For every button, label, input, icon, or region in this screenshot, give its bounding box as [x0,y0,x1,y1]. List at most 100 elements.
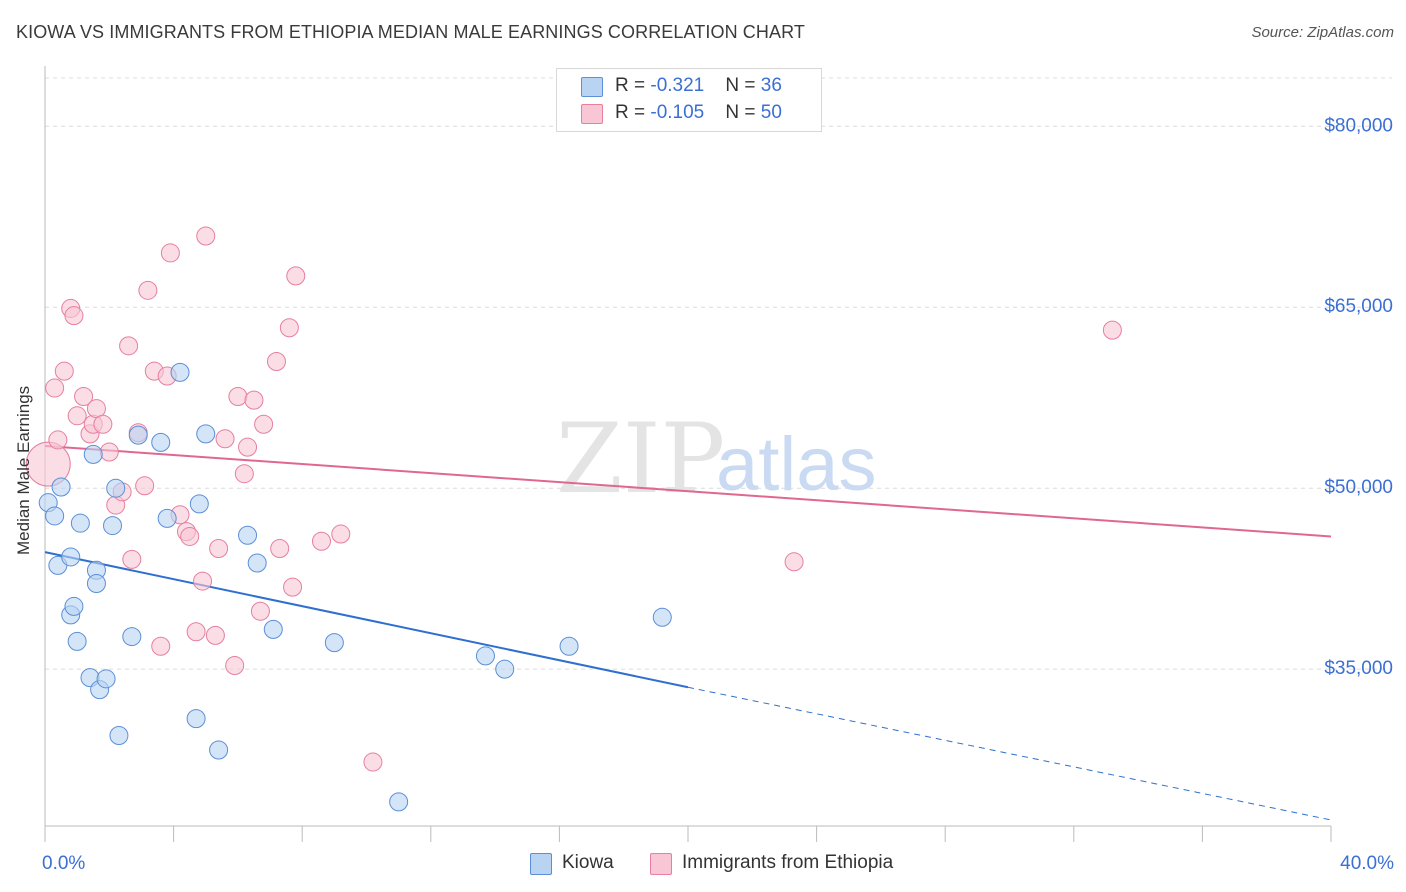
kiowa-point [170,362,190,382]
ethiopia-point [1102,320,1122,340]
legend-label-ethiopia: Immigrants from Ethiopia [682,852,894,873]
ethiopia-point [93,414,113,434]
kiowa-point [103,516,123,536]
ethiopia-point [244,390,264,410]
ethiopia-point [250,601,270,621]
kiowa-point [209,740,229,760]
ethiopia-point [151,636,171,656]
ethiopia-point [238,437,258,457]
kiowa-point [45,506,65,526]
ethiopia-point [209,539,229,559]
kiowa-point [83,444,103,464]
ethiopia-point [228,387,248,407]
kiowa-point [475,646,495,666]
ethiopia-point [363,752,383,772]
kiowa-point [109,726,129,746]
grid-lines [45,77,1392,670]
ethiopia-point [99,442,119,462]
r-value-ethiopia: -0.105 [650,102,705,123]
ethiopia-point [186,622,206,642]
ethiopia-point [48,430,68,450]
ethiopia-point [64,306,84,326]
ethiopia-point [119,336,139,356]
ethiopia-point [234,464,254,484]
ethiopia-point [225,656,245,676]
kiowa-point [61,547,81,567]
ethiopia-point [283,577,303,597]
watermark-atlas: atlas [716,422,877,507]
n-label: N = [725,102,761,123]
ethiopia-point [784,552,804,572]
kiowa-point [263,619,283,639]
ethiopia-point [266,352,286,372]
correlation-legend: R = -0.321 N = 36 R = -0.105 N = 50 [556,68,822,132]
kiowa-point [247,553,267,573]
trend-lines [44,444,1332,821]
kiowa-point [189,494,209,514]
watermark: ZIP atlas [556,403,877,515]
ethiopia-point [45,378,65,398]
y-tick-label: $65,000 [1324,296,1393,317]
r-label: R = [615,75,651,96]
legend-label-kiowa: Kiowa [562,852,614,873]
r-value-kiowa: -0.321 [650,75,705,96]
tick-labels: $35,000 $50,000 $65,000 $80,000 0.0% 40.0% [42,115,1394,874]
r-label: R = [615,102,651,123]
n-value-kiowa: 36 [760,75,782,96]
kiowa-point [96,669,116,689]
kiowa-point [64,596,84,616]
ethiopia-point [25,441,71,487]
ethiopia-point [74,387,94,407]
y-tick-label: $50,000 [1324,477,1393,498]
ethiopia-point [160,243,180,263]
data-points [25,226,1122,812]
y-tick-label: $35,000 [1324,658,1393,679]
ethiopia-point [67,406,87,426]
y-axis-label: Median Male Earnings [14,385,33,555]
kiowa-point [652,607,672,627]
kiowa-point [86,574,106,594]
ethiopia-point [54,361,74,381]
ethiopia-point [286,266,306,286]
kiowa-swatch [581,77,603,97]
kiowa-point [186,709,206,729]
ethiopia-point [135,476,155,496]
ethiopia-point [138,280,158,300]
kiowa-point [389,792,409,812]
n-label: N = [725,75,761,96]
kiowa-point [51,477,71,497]
kiowa-point [495,659,515,679]
kiowa-point [70,513,90,533]
kiowa-trend-extension [687,686,1332,821]
ethiopia-point [193,571,213,591]
source-label: Source: ZipAtlas.com [1251,24,1394,41]
kiowa-point [324,633,344,653]
kiowa-point [559,636,579,656]
kiowa-swatch [530,853,552,875]
ethiopia-point [331,524,351,544]
ethiopia-point [122,549,142,569]
x-tick-label-min: 0.0% [42,853,85,874]
kiowa-point [67,631,87,651]
kiowa-point [238,525,258,545]
ethiopia-point [311,531,331,551]
ethiopia-trend-line [44,444,1332,538]
kiowa-point [106,478,126,498]
ethiopia-point [270,539,290,559]
kiowa-point [122,627,142,647]
kiowa-point [128,425,148,445]
ethiopia-point [279,318,299,338]
kiowa-point [151,432,171,452]
n-value-ethiopia: 50 [760,102,782,123]
ethiopia-point [196,226,216,246]
ethiopia-point [215,429,235,449]
y-tick-label: $80,000 [1324,115,1393,136]
kiowa-point [196,424,216,444]
chart-title: KIOWA VS IMMIGRANTS FROM ETHIOPIA MEDIAN… [16,22,805,42]
y-axis-label-wrap: Median Male Earnings [14,300,44,660]
kiowa-point [157,508,177,528]
kiowa-trend-line [44,551,689,689]
ethiopia-point [205,625,225,645]
watermark-zip: ZIP [556,403,725,515]
ethiopia-point [180,526,200,546]
